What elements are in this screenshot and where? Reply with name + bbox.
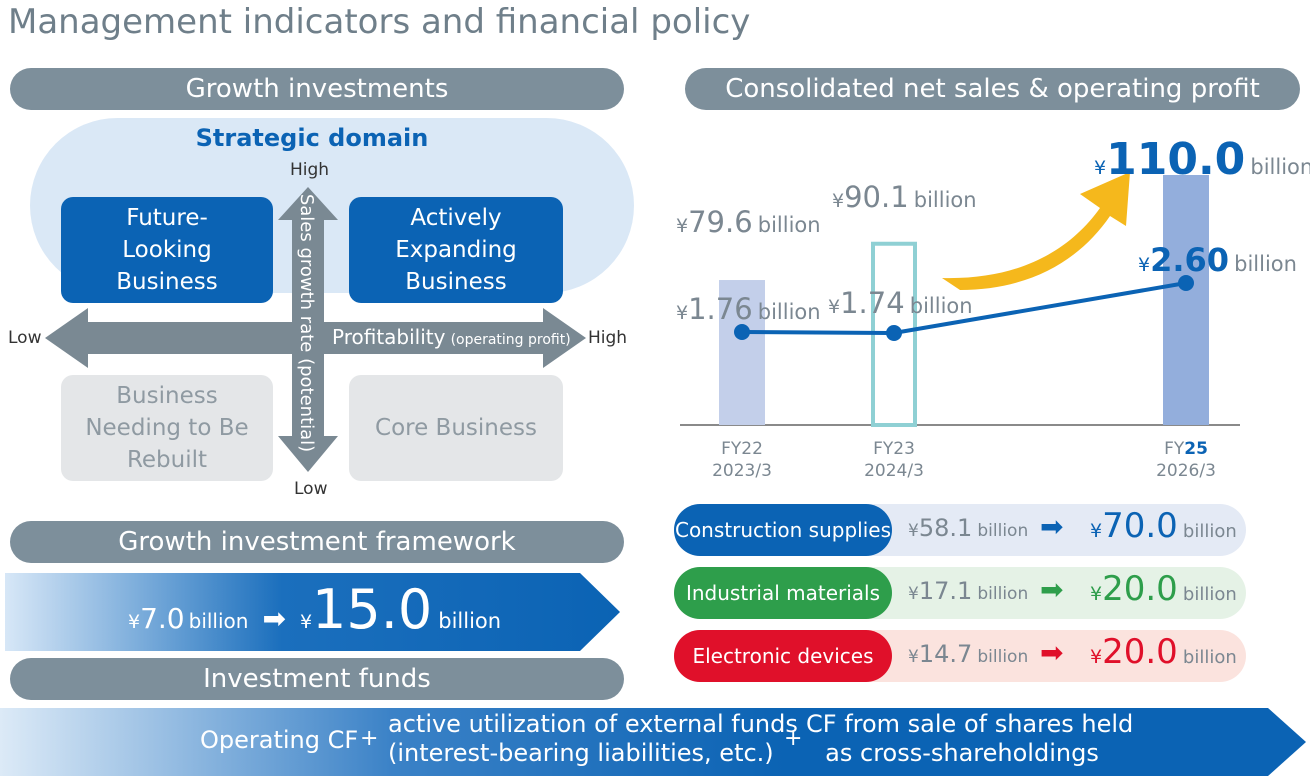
segment-from-value-0: ¥58.1 billion xyxy=(908,514,1029,542)
page-title: Management indicators and financial poli… xyxy=(8,2,751,42)
horizontal-high-label: High xyxy=(588,328,628,348)
investment-funds-header: Investment funds xyxy=(10,658,624,700)
segment-label-1: Industrial materials xyxy=(674,567,892,619)
profit-point-2 xyxy=(1178,275,1194,291)
framework-to-unit: billion xyxy=(438,609,502,633)
framework-from-currency: ¥ xyxy=(128,611,141,633)
framework-to-value: 15.0 xyxy=(312,578,433,641)
segment-arrow-icon-2: ➡ xyxy=(1040,636,1064,669)
funds-external: active utilization of external funds (in… xyxy=(388,710,798,768)
framework-values: ¥ 7.0 billion ➡ ¥ 15.0 billion xyxy=(128,580,501,642)
chart-header: Consolidated net sales & operating profi… xyxy=(685,68,1300,110)
future-looking-label: Future-Looking Business xyxy=(116,205,218,295)
vertical-high-label: High xyxy=(290,160,330,180)
segment-to-value-0: ¥70.0 billion xyxy=(1090,506,1237,546)
vertical-axis-label: Sales growth rate (potential) xyxy=(296,193,318,453)
funds-external-line2: (interest-bearing liabilities, etc.) xyxy=(388,739,774,767)
framework-arrow-bg xyxy=(5,573,620,651)
profit-label-fy25: ¥2.60 billion xyxy=(1138,241,1297,279)
growth-investments-header: Growth investments xyxy=(10,68,624,110)
funds-external-line1: active utilization of external funds xyxy=(388,710,798,738)
business-needing-rebuilt-box: Business Needing to Be Rebuilt xyxy=(61,375,273,481)
funds-plus-2: + xyxy=(784,726,803,751)
horizontal-axis-label-group: Profitability (operating profit) xyxy=(332,325,571,349)
sales-bar-2 xyxy=(1163,175,1209,425)
horizontal-axis-sublabel: (operating profit) xyxy=(450,332,571,348)
future-looking-business-box: Future-Looking Business xyxy=(61,197,273,303)
actively-expanding-business-box: Actively Expanding Business xyxy=(349,197,563,303)
profit-point-0 xyxy=(734,324,750,340)
sales-label-fy23: ¥90.1 billion xyxy=(832,180,977,214)
axes-arrows xyxy=(45,187,586,472)
profit-label-fy22: ¥1.76 billion xyxy=(676,292,821,326)
profit-label-fy23: ¥1.74 billion xyxy=(828,286,973,320)
funds-plus-1: + xyxy=(360,726,379,751)
funds-cross-line1: CF from sale of shares held xyxy=(806,710,1134,738)
vertical-low-label: Low xyxy=(294,479,328,499)
profit-point-1 xyxy=(886,325,902,341)
segment-from-value-2: ¥14.7 billion xyxy=(908,640,1029,668)
growth-arrow-icon xyxy=(942,172,1130,290)
segment-arrow-icon-1: ➡ xyxy=(1040,573,1064,606)
horizontal-axis-label: Profitability xyxy=(332,325,446,349)
framework-to-currency: ¥ xyxy=(299,611,313,633)
x-tick-label-1: FY23 2024/3 xyxy=(864,439,924,481)
segment-to-value-1: ¥20.0 billion xyxy=(1090,569,1237,609)
segment-to-value-2: ¥20.0 billion xyxy=(1090,632,1237,672)
actively-expanding-label: Actively Expanding Business xyxy=(395,205,517,295)
growth-investment-framework-header: Growth investment framework xyxy=(10,521,624,563)
segment-label-0: Construction supplies xyxy=(674,504,892,556)
strategic-domain-label: Strategic domain xyxy=(195,124,429,152)
funds-operating-cf: Operating CF xyxy=(200,726,359,754)
segment-arrow-icon-0: ➡ xyxy=(1040,510,1064,543)
sales-label-fy25: ¥110.0 billion xyxy=(1094,134,1310,185)
framework-arrow-icon: ➡ xyxy=(262,602,286,635)
segment-from-value-1: ¥17.1 billion xyxy=(908,577,1029,605)
core-business-box: Core Business xyxy=(349,375,563,481)
sales-bar-0 xyxy=(719,280,765,425)
sales-profit-chart xyxy=(680,172,1240,427)
vertical-axis-arrow xyxy=(278,187,338,472)
x-tick-label-2: FY25 2026/3 xyxy=(1156,439,1216,481)
core-business-label: Core Business xyxy=(375,415,537,441)
sales-label-fy22: ¥79.6 billion xyxy=(676,205,821,239)
x-tick-label-0: FY22 2023/3 xyxy=(712,439,772,481)
funds-cross-shareholdings: CF from sale of shares held as cross-sha… xyxy=(806,710,1134,768)
segment-label-2: Electronic devices xyxy=(674,630,892,682)
framework-from-unit: billion xyxy=(188,609,249,633)
needing-rebuilt-label: Business Needing to Be Rebuilt xyxy=(85,383,249,473)
funds-arrow-bg xyxy=(0,708,1306,776)
funds-cross-line2: as cross-shareholdings xyxy=(825,739,1099,767)
horizontal-low-label: Low xyxy=(8,328,42,348)
framework-from-value: 7.0 xyxy=(140,602,185,635)
